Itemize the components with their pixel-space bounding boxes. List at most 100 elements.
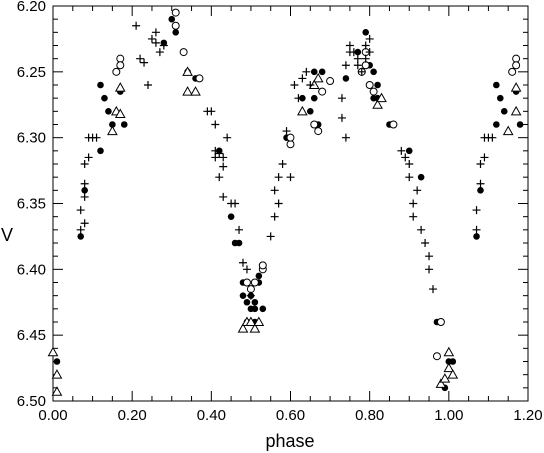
filled-circle-point: [259, 305, 267, 313]
plus-point: [397, 146, 406, 155]
axis-ticks: [52, 5, 529, 402]
plus-point: [219, 192, 228, 201]
plus-point: [215, 149, 224, 158]
triangle-point: [443, 362, 455, 373]
triangle-point: [245, 316, 257, 326]
open-circle-point: [112, 67, 121, 76]
plus-point: [80, 179, 89, 188]
triangle-point: [107, 125, 118, 136]
open-circle-point: [195, 74, 204, 83]
triangle-point: [51, 386, 63, 396]
filled-circle-point: [251, 305, 259, 313]
plus-point: [302, 67, 311, 76]
filled-circle-point: [97, 147, 104, 155]
y-tick-label: 6.40: [17, 261, 46, 278]
plus-point: [246, 291, 255, 300]
filled-circle-point: [120, 121, 128, 128]
plus-point: [337, 94, 346, 103]
open-circle-point: [365, 81, 374, 89]
plus-point: [298, 74, 307, 83]
open-circle-point: [369, 87, 378, 96]
triangle-point: [182, 66, 193, 76]
plus-point: [365, 34, 374, 43]
open-circle-point: [286, 133, 295, 142]
plus-point: [155, 48, 164, 57]
open-circle-point: [242, 278, 251, 287]
plus-point: [409, 199, 418, 208]
plus-point: [278, 160, 287, 168]
triangle-point: [312, 72, 324, 83]
plus-point: [413, 186, 422, 195]
triangle-point: [372, 99, 383, 109]
open-circle-point: [246, 285, 255, 294]
filled-circle-point: [97, 81, 104, 89]
filled-circle-point: [306, 108, 314, 115]
plus-point: [144, 81, 152, 89]
plus-point: [159, 41, 168, 50]
open-circle-point: [258, 261, 267, 270]
plus-point: [140, 58, 149, 67]
plus-point: [76, 206, 85, 215]
x-tick-label: 0.60: [276, 407, 305, 424]
plus-point: [421, 239, 430, 247]
triangle-point: [443, 346, 455, 357]
filled-circle-point: [172, 29, 180, 36]
plus-point: [405, 173, 414, 182]
x-tick-label: 1.00: [434, 407, 463, 424]
open-circle-point: [171, 21, 180, 30]
x-tick-label: 0.40: [197, 407, 226, 424]
filled-circle-point: [516, 121, 524, 128]
x-tick-label: 0.20: [118, 407, 147, 424]
open-circle-point: [250, 278, 259, 287]
plus-point: [294, 94, 303, 103]
plus-point: [211, 120, 220, 129]
plus-point: [231, 199, 240, 208]
plus-point: [425, 252, 434, 261]
plus-point: [219, 162, 228, 171]
plus-point: [409, 212, 418, 221]
filled-circle-point: [477, 187, 484, 194]
plus-point: [286, 173, 295, 182]
filled-circle-point: [77, 233, 85, 240]
triangle-point: [114, 108, 126, 118]
plus-point: [341, 133, 350, 142]
filled-circle-point: [496, 94, 504, 102]
filled-circle-point: [53, 358, 61, 365]
plus-point: [239, 258, 247, 267]
open-circle-point: [389, 120, 398, 129]
plus-point: [361, 54, 370, 63]
open-circle-point: [512, 54, 521, 63]
plus-point: [357, 67, 366, 76]
filled-circle-point: [318, 68, 326, 76]
y-tick-label: 6.20: [17, 0, 46, 15]
plus-point: [80, 160, 89, 168]
y-tick-label: 6.45: [17, 327, 46, 344]
triangle-point: [439, 373, 451, 383]
open-circle-point: [116, 61, 125, 70]
filled-circle-point: [101, 94, 108, 102]
open-circle-point: [326, 77, 335, 86]
plus-point: [270, 186, 279, 195]
open-circle-point: [310, 120, 319, 129]
triangle-point: [253, 316, 265, 326]
filled-circle-point: [243, 298, 251, 306]
open-circle-point: [318, 87, 327, 96]
plus-point: [215, 173, 224, 182]
open-circle-point: [314, 127, 323, 136]
plus-point: [488, 133, 497, 142]
triangle-point: [376, 92, 387, 103]
filled-circle-point: [473, 233, 480, 240]
plus-point: [92, 133, 101, 142]
plus-point: [76, 225, 85, 234]
x-axis-title: phase: [265, 431, 314, 451]
y-tick-label: 6.30: [17, 130, 46, 147]
triangle-point: [114, 82, 126, 92]
plus-point: [480, 153, 489, 162]
filled-circle-point: [342, 75, 350, 82]
plus-point: [476, 179, 485, 188]
plus-point: [80, 219, 89, 228]
plus-point: [235, 225, 244, 234]
open-circle-point: [512, 61, 521, 70]
triangle-point: [297, 105, 308, 116]
